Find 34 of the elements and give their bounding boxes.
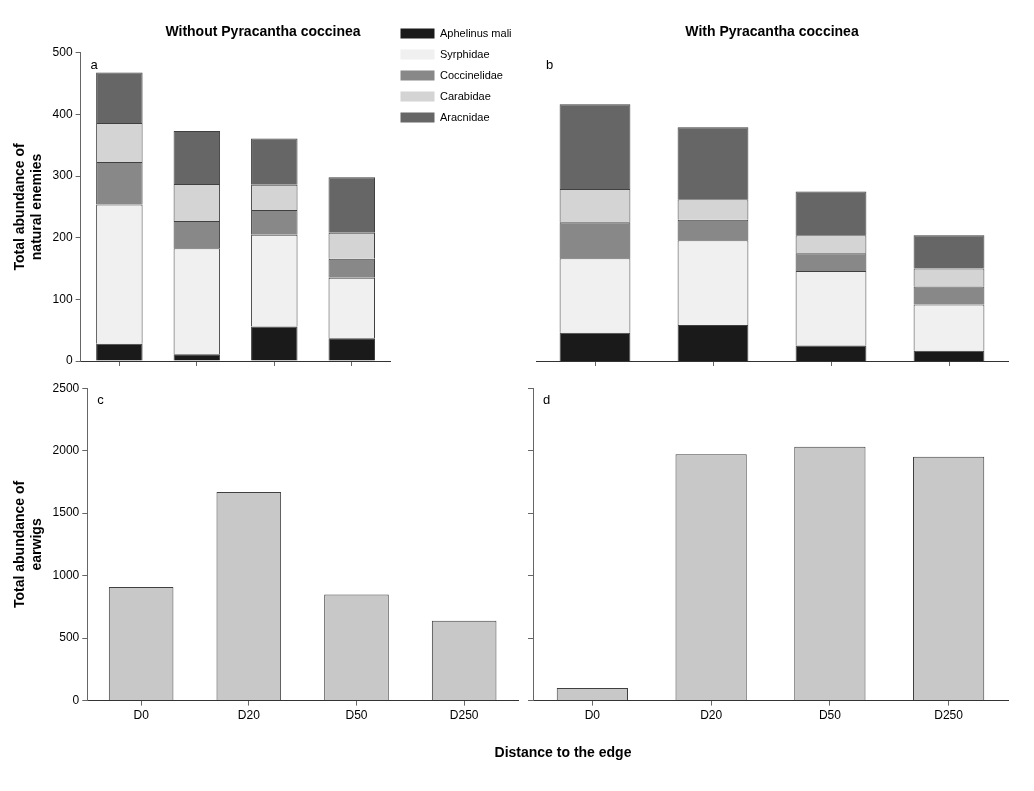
annotation: a: [90, 56, 99, 72]
chart-title: With Pyracantha coccinea: [685, 23, 859, 40]
x-tick-label: D20: [700, 708, 723, 723]
chart-title: Without Pyracantha coccinea: [165, 23, 361, 40]
x-axis-title: Distance to the edge: [493, 744, 633, 760]
y-tick-label: 2500: [52, 380, 80, 395]
y-tick-label: 0: [65, 353, 73, 368]
y-tick-label: 1000: [52, 567, 80, 582]
legend-label: Aphelinus mali: [440, 26, 512, 39]
y-tick-label: 100: [52, 291, 73, 306]
y-axis-title: Total abundance of earwigs: [11, 480, 45, 609]
annotation: d: [543, 392, 551, 408]
y-tick-label: 300: [52, 168, 73, 183]
x-tick-label: D20: [237, 708, 261, 723]
y-tick-label: 500: [59, 630, 80, 645]
legend-label: Aracnidae: [440, 110, 490, 123]
y-tick-label: 1500: [52, 505, 80, 520]
y-tick-label: 400: [52, 106, 73, 121]
y-tick-label: 2000: [52, 442, 80, 457]
y-axis-title: Total abundance of natural enemies: [11, 142, 45, 271]
annotation: c: [97, 392, 105, 408]
legend-label: Coccinelidae: [440, 68, 503, 81]
x-tick-label: D50: [818, 708, 842, 723]
legend-label: Syrphidae: [440, 47, 490, 60]
x-tick-label: D50: [345, 708, 368, 723]
x-tick-label: D250: [934, 708, 964, 723]
text: b: [546, 56, 554, 72]
y-tick-label: 0: [72, 692, 80, 707]
y-tick-label: 500: [52, 45, 73, 60]
x-tick-label: D250: [449, 708, 479, 723]
x-tick-label: D0: [584, 708, 601, 723]
x-tick-label: D0: [133, 708, 150, 723]
legend-label: Carabidae: [440, 89, 491, 102]
y-tick-label: 200: [52, 230, 73, 245]
